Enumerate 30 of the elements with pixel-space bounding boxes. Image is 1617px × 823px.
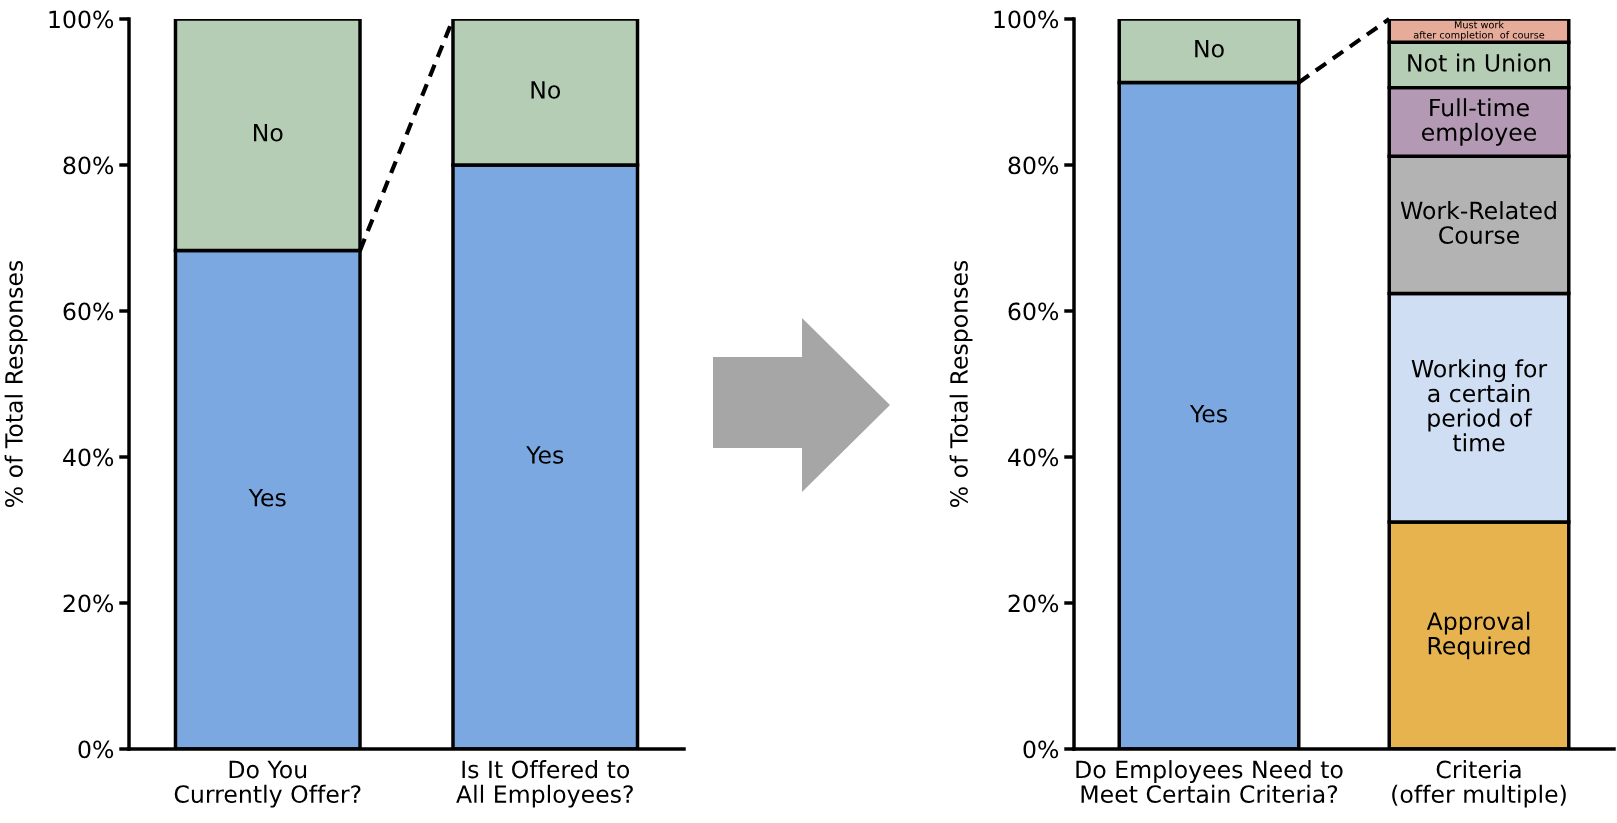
series-label: Work-Related Course — [1400, 201, 1556, 245]
series-label: Full-time employee — [1422, 98, 1537, 146]
y-tick-label: 0% — [78, 740, 114, 759]
series-label: Approval Required — [1426, 611, 1530, 660]
series-label: Yes — [526, 446, 564, 464]
series-label: Working for a certain period of time — [1411, 359, 1548, 452]
text: Yes — [248, 489, 286, 507]
y-tick-label: 20% — [1008, 594, 1059, 613]
y-tick-label: 0% — [1023, 740, 1059, 759]
x-tick-label: Is It Offered to All Employees? — [456, 760, 633, 808]
y-axis-title: % of Total Responses — [4, 260, 28, 507]
y-tick-label: 100% — [49, 10, 114, 29]
x-tick-label: Do Employees Need to Meet Certain Criteria? — [1076, 760, 1343, 804]
y-tick-label: 60% — [63, 302, 114, 321]
y-tick-label: 40% — [1008, 448, 1059, 467]
series-label: No — [531, 81, 561, 99]
series-label: Yes — [1189, 405, 1227, 423]
y-tick-label: 20% — [63, 594, 114, 613]
text: No — [254, 124, 283, 142]
series-label: Must work after completion of course — [1413, 20, 1545, 41]
x-tick-label: Criteria (offer multiple) — [1392, 760, 1566, 808]
series-label: No — [1195, 40, 1224, 58]
series-label: Not in Union — [1408, 53, 1551, 72]
y-tick-label: 80% — [1008, 156, 1059, 175]
y-tick-label: 80% — [63, 156, 114, 175]
y-tick-label: 100% — [994, 10, 1059, 29]
x-tick-label: Do You Currently Offer? — [174, 760, 361, 808]
y-tick-label: 60% — [1008, 302, 1059, 321]
y-axis-title: % of Total Responses — [949, 260, 973, 507]
y-tick-label: 40% — [63, 448, 114, 467]
